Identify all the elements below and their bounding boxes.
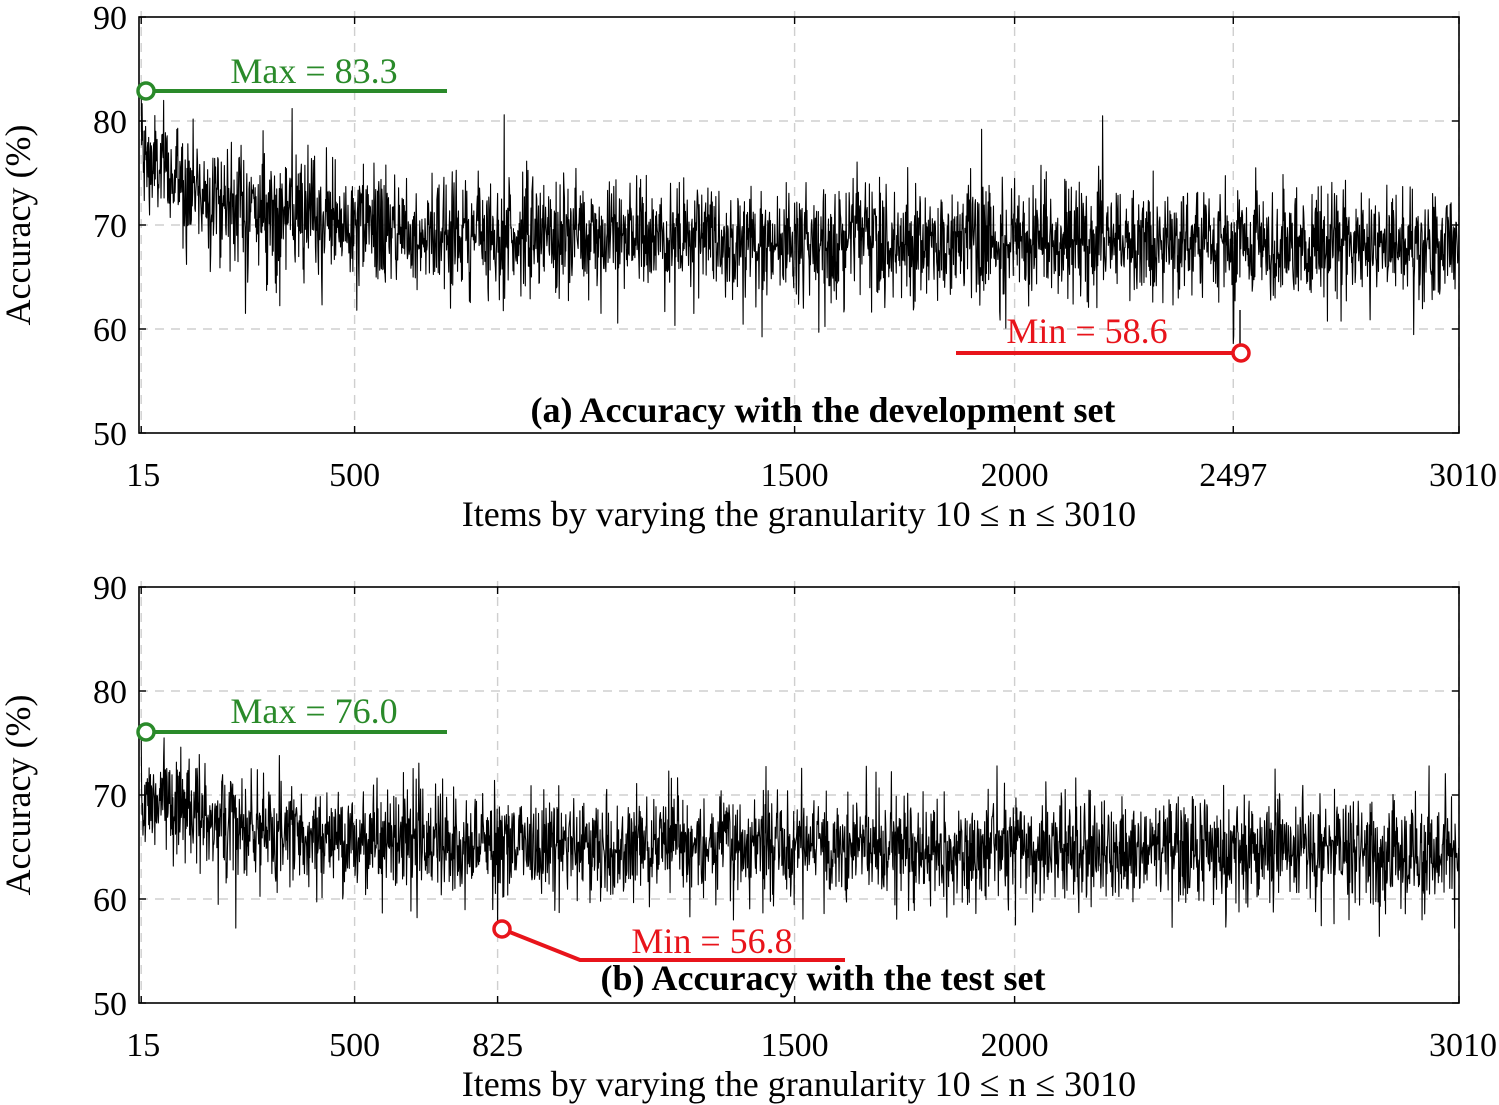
xtick-label: 15 bbox=[126, 1027, 160, 1064]
panel-b-min-label: Min = 56.8 bbox=[631, 921, 792, 961]
panel-b-caption: (b) Accuracy with the test set bbox=[601, 958, 1046, 998]
ytick-label: 60 bbox=[93, 312, 127, 349]
panel-b-max-label: Max = 76.0 bbox=[230, 691, 397, 731]
xtick-label: 2497 bbox=[1199, 457, 1267, 494]
panel-b-xlabel: Items by varying the granularity 10 ≤ n … bbox=[462, 1064, 1136, 1104]
ytick-label: 80 bbox=[93, 674, 127, 711]
ytick-label: 50 bbox=[93, 986, 127, 1023]
panel-a-min-marker bbox=[1231, 343, 1251, 363]
xtick-label: 500 bbox=[329, 1027, 380, 1064]
ytick-label: 90 bbox=[93, 0, 127, 37]
panel-b-grid bbox=[139, 581, 1460, 1003]
xtick-label: 1500 bbox=[761, 1027, 829, 1064]
panel-b-max-marker bbox=[136, 722, 156, 742]
panel-a-accuracy-line bbox=[140, 86, 1460, 345]
panel-a-ylabel: Accuracy (%) bbox=[0, 125, 38, 326]
panel-a-max-label: Max = 83.3 bbox=[230, 51, 397, 91]
ytick-label: 80 bbox=[93, 104, 127, 141]
panel-a-min-label: Min = 58.6 bbox=[1006, 311, 1167, 351]
panel-a-max-marker bbox=[136, 81, 156, 101]
panel-b-accuracy-line bbox=[140, 732, 1460, 937]
panel-a-caption: (a) Accuracy with the development set bbox=[531, 390, 1116, 430]
xtick-label: 2000 bbox=[981, 1027, 1049, 1064]
ytick-label: 70 bbox=[93, 208, 127, 245]
panel-b-ylabel: Accuracy (%) bbox=[0, 695, 38, 896]
xtick-label: 1500 bbox=[761, 457, 829, 494]
ytick-label: 50 bbox=[93, 416, 127, 453]
panel-a-ticks: 50 60 70 80 90 15 500 1500 2000 2497 3010 bbox=[93, 0, 1497, 494]
panel-a: 50 60 70 80 90 15 500 1500 2000 2497 3010 Accuracy… bbox=[0, 0, 1497, 534]
panel-b-min-leader bbox=[501, 927, 845, 962]
xtick-label: 500 bbox=[329, 457, 380, 494]
ytick-label: 70 bbox=[93, 778, 127, 815]
xtick-label: 3010 bbox=[1429, 457, 1497, 494]
panel-b: 50 60 70 80 90 15 500 825 1500 2000 3010 Accuracy … bbox=[0, 570, 1497, 1104]
panel-b-ticks: 50 60 70 80 90 15 500 825 1500 2000 3010 bbox=[93, 570, 1497, 1064]
xtick-label: 15 bbox=[126, 457, 160, 494]
ytick-label: 90 bbox=[93, 570, 127, 607]
ytick-label: 60 bbox=[93, 882, 127, 919]
panel-b-min-marker bbox=[492, 919, 512, 939]
xtick-label: 2000 bbox=[981, 457, 1049, 494]
xtick-label: 3010 bbox=[1429, 1027, 1497, 1064]
xtick-label: 825 bbox=[472, 1027, 523, 1064]
panel-a-xlabel: Items by varying the granularity 10 ≤ n … bbox=[462, 494, 1136, 534]
